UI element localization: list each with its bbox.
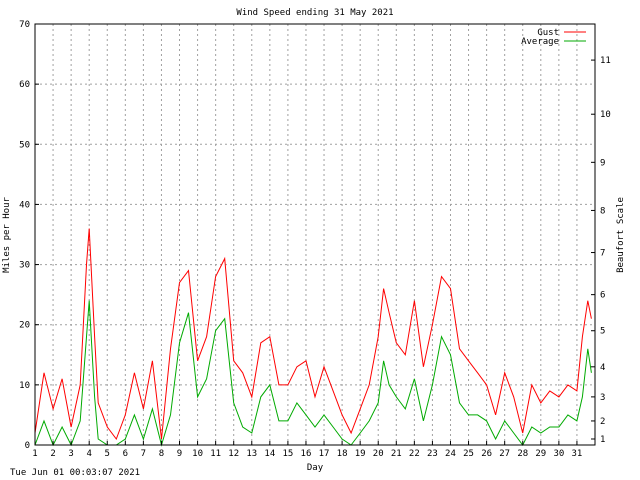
y-tick-label: 50	[19, 140, 30, 150]
x-tick-label: 12	[228, 449, 239, 459]
beaufort-tick-label: 9	[600, 158, 605, 168]
x-tick-label: 21	[391, 449, 402, 459]
x-tick-label: 14	[264, 449, 275, 459]
beaufort-tick-label: 11	[600, 56, 611, 66]
x-axis-title: Day	[307, 463, 324, 473]
y-tick-label: 40	[19, 200, 30, 210]
y-tick-label: 30	[19, 261, 30, 271]
x-tick-label: 5	[105, 449, 110, 459]
y-tick-label: 70	[19, 20, 30, 30]
y-axis-title: Miles per Hour	[2, 196, 12, 272]
grid-lines	[34, 23, 595, 446]
beaufort-tick-label: 1	[600, 435, 605, 445]
legend-label-gust: Gust	[537, 28, 559, 38]
x-tick-label: 11	[210, 449, 221, 459]
x-tick-label: 4	[86, 449, 91, 459]
x-tick-label: 22	[409, 449, 420, 459]
beaufort-tick-label: 7	[600, 249, 605, 259]
x-tick-label: 3	[68, 449, 73, 459]
beaufort-tick-label: 6	[600, 291, 605, 301]
x-tick-label: 10	[192, 449, 203, 459]
x-tick-label: 15	[282, 449, 293, 459]
chart-title: Wind Speed ending 31 May 2021	[236, 8, 393, 18]
beaufort-tick-label: 4	[600, 363, 605, 373]
beaufort-tick-label: 8	[600, 206, 605, 216]
axis-ticks: 1 2 3 4 5 6 7 8 9 10 11 12 13 14 15 16 17 18 19 20 21 22 23 24 2…	[19, 20, 611, 459]
x-tick-label: 26	[481, 449, 492, 459]
x-tick-label: 31	[572, 449, 583, 459]
x-tick-label: 20	[373, 449, 384, 459]
y-tick-label: 0	[25, 441, 30, 451]
x-tick-label: 7	[141, 449, 146, 459]
timestamp: Tue Jun 01 00:03:07 2021	[10, 468, 141, 478]
plot-frame	[34, 23, 596, 446]
x-tick-label: 17	[319, 449, 330, 459]
y-tick-label: 10	[19, 381, 30, 391]
x-tick-label: 28	[517, 449, 528, 459]
x-tick-label: 16	[301, 449, 312, 459]
x-tick-label: 9	[177, 449, 182, 459]
x-tick-label: 29	[535, 449, 546, 459]
beaufort-axis-title: Beaufort Scale	[616, 197, 626, 273]
x-tick-label: 23	[427, 449, 438, 459]
beaufort-tick-label: 2	[600, 417, 605, 427]
beaufort-tick-label: 10	[600, 110, 611, 120]
x-tick-label: 18	[337, 449, 348, 459]
x-tick-label: 13	[246, 449, 257, 459]
series-line-gust	[34, 228, 592, 441]
y-tick-label: 20	[19, 321, 30, 331]
series-line-average	[34, 300, 592, 447]
x-tick-label: 6	[123, 449, 128, 459]
x-tick-label: 27	[499, 449, 510, 459]
x-tick-label: 2	[50, 449, 55, 459]
y-tick-label: 60	[19, 80, 30, 90]
series-lines	[34, 228, 592, 447]
x-tick-label: 30	[553, 449, 564, 459]
x-tick-label: 1	[32, 449, 37, 459]
legend: Gust Average	[521, 28, 586, 47]
x-tick-label: 19	[355, 449, 366, 459]
x-tick-label: 24	[445, 449, 456, 459]
legend-label-average: Average	[521, 37, 559, 47]
x-tick-label: 25	[463, 449, 474, 459]
beaufort-tick-label: 3	[600, 393, 605, 403]
beaufort-tick-label: 5	[600, 327, 605, 337]
x-tick-label: 8	[159, 449, 164, 459]
